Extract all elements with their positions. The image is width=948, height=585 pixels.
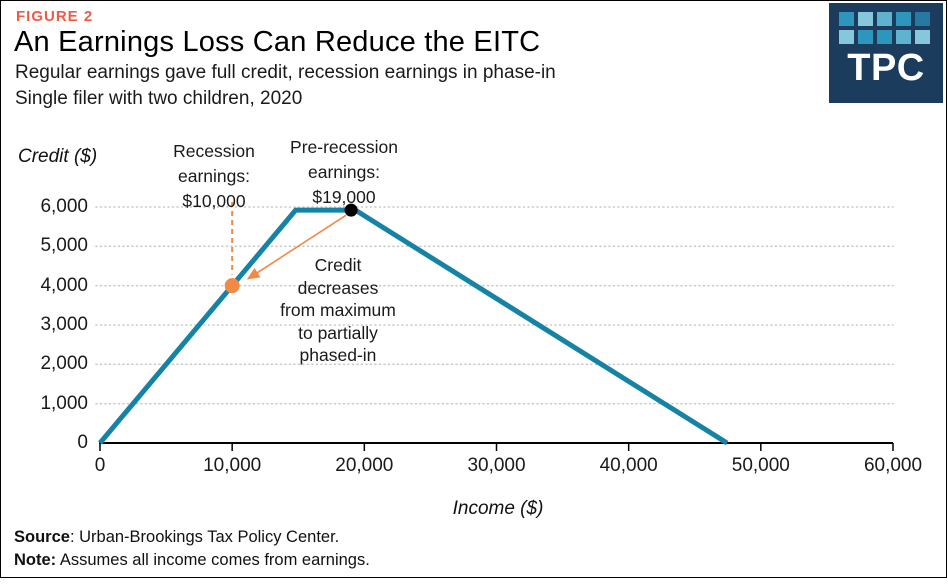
y-tick-label: 3,000 xyxy=(40,314,88,335)
logo-squares-row xyxy=(839,30,933,44)
annotation-line: to partially xyxy=(298,322,378,343)
x-tick-label: 20,000 xyxy=(335,455,394,476)
annotation-line: decreases xyxy=(297,277,379,298)
figure-number-label: FIGURE 2 xyxy=(16,8,94,25)
y-tick-label: 5,000 xyxy=(40,235,88,257)
annotation-line: from maximum xyxy=(280,300,396,320)
note-label: Note: xyxy=(14,551,57,569)
annotation-line: phased-in xyxy=(299,345,377,365)
logo-square xyxy=(858,30,873,44)
logo-square xyxy=(877,30,892,44)
y-tick-label: 2,000 xyxy=(40,353,88,375)
annotation-line: Recession xyxy=(173,141,255,161)
source-text: : Urban-Brookings Tax Policy Center. xyxy=(69,528,340,546)
pre-recession-earnings-dot xyxy=(344,203,358,217)
logo-square xyxy=(858,12,873,26)
logo-square xyxy=(839,30,854,44)
page-title: An Earnings Loss Can Reduce the EITC xyxy=(14,26,541,58)
y-axis-title: Credit ($) xyxy=(18,146,98,167)
x-tick-label: 40,000 xyxy=(599,455,658,476)
y-tick-label: 1,000 xyxy=(40,392,88,414)
logo-wordmark: TPC xyxy=(847,47,925,89)
x-tick-label: 60,000 xyxy=(863,455,923,476)
source-label: Source xyxy=(14,528,70,546)
x-tick-label: 0 xyxy=(94,455,106,476)
source-line: Source: Urban-Brookings Tax Policy Cente… xyxy=(14,528,339,547)
annotation-line: earnings: xyxy=(178,166,250,186)
logo-square xyxy=(896,12,911,26)
x-tick-label: 30,000 xyxy=(467,455,526,476)
logo-square xyxy=(915,30,930,44)
annotation-line: earnings: xyxy=(308,162,380,182)
tpc-logo: TPC xyxy=(829,3,943,103)
y-tick-label: 0 xyxy=(77,432,88,453)
credit-decrease-annotation: Credit decreases from maximum to partial… xyxy=(280,254,396,367)
annotation-line: Pre-recession xyxy=(290,137,398,157)
logo-square xyxy=(839,12,854,26)
annotation-line: $19,000 xyxy=(312,187,376,207)
annotation-line: Credit xyxy=(314,255,362,275)
logo-square xyxy=(915,12,930,26)
eitc-line xyxy=(98,207,729,446)
note-line: Note: Assumes all income comes from earn… xyxy=(14,551,370,570)
note-text: Assumes all income comes from earnings. xyxy=(56,551,370,569)
y-tick-label: 6,000 xyxy=(40,196,88,217)
recession-earnings-dot xyxy=(224,278,240,294)
credit-decrease-arrow xyxy=(246,214,347,280)
x-tick-label: 50,000 xyxy=(731,455,790,476)
x-tick-label: 10,000 xyxy=(203,455,262,476)
y-tick-label: 4,000 xyxy=(40,274,88,296)
annotation-line: $10,000 xyxy=(182,191,246,211)
chart-subtitle: Regular earnings gave full credit, reces… xyxy=(15,62,556,83)
x-axis-title: Income ($) xyxy=(452,498,544,519)
logo-square xyxy=(896,30,911,44)
logo-squares-row xyxy=(839,12,933,26)
chart-subtitle-2: Single filer with two children, 2020 xyxy=(15,88,303,109)
logo-square xyxy=(877,12,892,26)
pre-recession-earnings-annotation: Pre-recession earnings: $19,000 xyxy=(290,135,398,210)
recession-earnings-annotation: Recession earnings: $10,000 xyxy=(173,139,255,214)
